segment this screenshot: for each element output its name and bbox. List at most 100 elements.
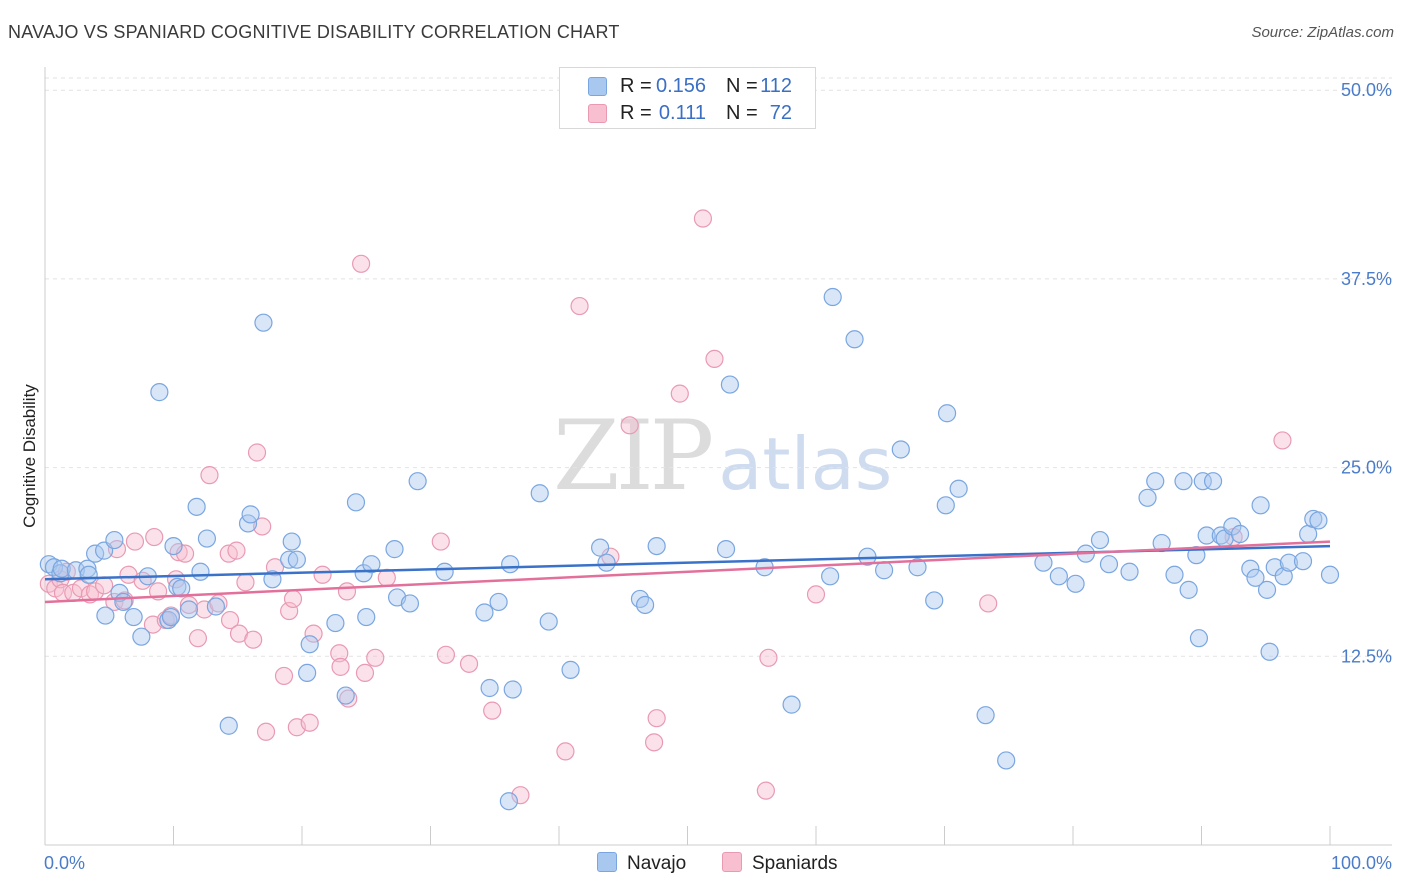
spaniards-point	[979, 594, 998, 613]
navajo-point	[219, 716, 238, 735]
navajo-point	[1309, 511, 1328, 530]
navajo-point	[241, 505, 260, 524]
watermark: ZIP atlas	[553, 400, 892, 512]
spaniards-point	[693, 209, 713, 228]
spaniards-trend-line	[44, 540, 1331, 604]
spaniards-point	[644, 733, 664, 752]
spaniards-point	[188, 629, 208, 648]
spaniards-point	[431, 532, 450, 551]
spaniards-point	[247, 443, 267, 462]
navajo-point	[287, 550, 306, 569]
navajo-point	[1146, 472, 1165, 491]
navajo-point	[891, 440, 910, 459]
r-label: R =	[620, 102, 652, 124]
n-label: N =	[726, 102, 758, 124]
spaniards-point	[227, 541, 246, 560]
navajo-point	[1279, 553, 1298, 572]
navajo-point	[782, 695, 801, 714]
x-tick-label: 100.0%	[1331, 853, 1392, 873]
navajo-point	[326, 613, 345, 633]
legend-row-spaniards: R = 0.111 N = 72	[560, 100, 815, 128]
y-axis-label: Cognitive Disability	[20, 384, 39, 528]
spaniards-point	[339, 689, 358, 708]
spaniards-point	[759, 648, 778, 667]
axes	[44, 67, 1392, 846]
navajo-point	[635, 595, 655, 615]
navajo-point	[1260, 642, 1279, 661]
navajo-point	[597, 553, 616, 572]
navajo-point	[150, 383, 169, 402]
navajo-point	[159, 610, 178, 630]
navajo-point	[949, 479, 968, 498]
navajo-point	[357, 607, 376, 627]
navajo-point	[298, 663, 317, 683]
navajo-point	[179, 600, 199, 619]
navajo-point	[336, 686, 355, 705]
legend-label-spaniards: Spaniards	[752, 853, 838, 874]
navajo-point	[254, 313, 273, 332]
spaniards-point	[647, 709, 666, 728]
navajo-point	[1274, 567, 1293, 586]
navajo-point	[875, 561, 894, 580]
spaniards-point	[283, 589, 303, 609]
navajo-point	[937, 404, 957, 423]
navajo-point	[1293, 552, 1313, 571]
spaniards-point	[620, 416, 639, 435]
spaniards-point	[313, 565, 332, 584]
navajo-point	[499, 792, 518, 811]
navajo-point	[280, 550, 299, 569]
spaniards-point	[337, 582, 357, 601]
spaniards-point	[355, 663, 375, 683]
navajo-point	[716, 540, 736, 559]
navajo-point	[539, 612, 558, 631]
navajo-point	[132, 627, 151, 646]
navajo-point	[114, 592, 133, 612]
navajo-point	[997, 751, 1016, 770]
spaniards-point	[253, 517, 272, 536]
navajo-point	[561, 660, 580, 679]
watermark-atlas: atlas	[718, 422, 893, 506]
data-points	[39, 209, 1340, 811]
x-tick-label: 0.0%	[44, 853, 85, 873]
navajo-point	[925, 591, 944, 610]
legend-item-navajo: Navajo	[597, 852, 686, 875]
navajo-point	[1138, 488, 1157, 507]
navajo-point	[172, 579, 191, 598]
navajo-point	[503, 680, 522, 699]
r-value: 0.111	[658, 102, 706, 124]
navajo-point	[489, 592, 508, 612]
navajo-point	[1066, 574, 1085, 593]
spaniards-point	[145, 527, 164, 547]
spaniards-point	[1273, 431, 1292, 450]
spaniards-point	[244, 630, 263, 649]
legend-label-navajo: Navajo	[627, 853, 687, 874]
navajo-point	[475, 603, 494, 622]
navajo-point	[1203, 472, 1223, 491]
navajo-point	[52, 559, 71, 578]
navajo-point	[720, 375, 740, 394]
chart-title: NAVAJO VS SPANIARD COGNITIVE DISABILITY …	[8, 22, 620, 42]
navajo-point	[1179, 580, 1198, 599]
navajo-point	[1230, 524, 1250, 544]
spaniards-point	[352, 254, 371, 273]
spaniards-point	[71, 579, 91, 598]
navajo-point	[124, 607, 143, 627]
y-tick-label: 12.5%	[1341, 646, 1392, 666]
navajo-point	[1174, 472, 1193, 491]
navajo-point	[823, 287, 842, 307]
navajo-point	[480, 678, 499, 698]
legend-item-spaniards: Spaniards	[722, 852, 838, 875]
navajo-point	[282, 532, 301, 551]
spaniards-point	[331, 657, 350, 676]
navajo-point	[1034, 553, 1053, 572]
navajo-point	[346, 493, 366, 512]
navajo-point	[1223, 517, 1242, 536]
spaniards-point	[756, 781, 775, 800]
navajo-point	[1090, 530, 1110, 550]
navajo-point	[591, 538, 610, 557]
spaniards-point	[459, 654, 479, 673]
spaniards-point	[806, 585, 826, 604]
spaniards-swatch	[588, 104, 607, 123]
spaniards-point	[280, 601, 299, 621]
